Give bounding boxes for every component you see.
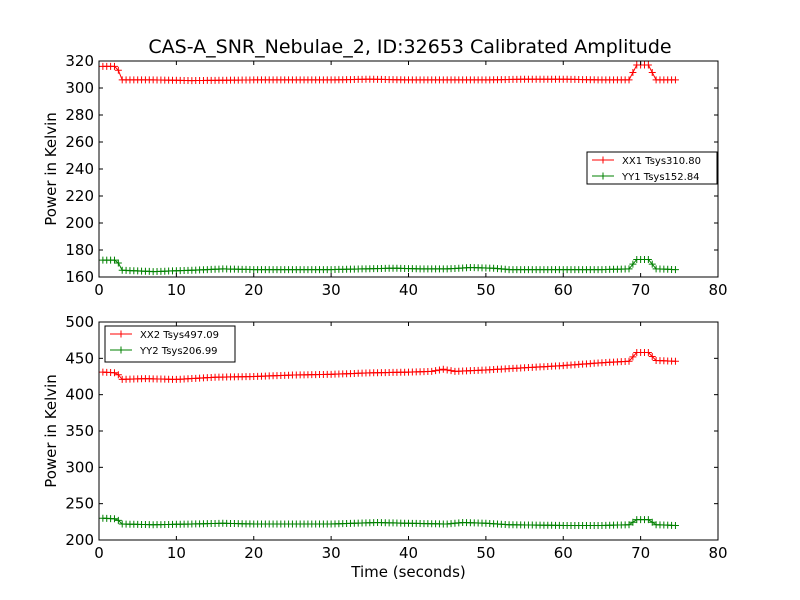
- x-tick-label: 70: [631, 544, 650, 562]
- chart-title: CAS-A_SNR_Nebulae_2, ID:32653 Calibrated…: [148, 36, 671, 58]
- data-point: [114, 371, 122, 379]
- data-point: [629, 518, 637, 526]
- data-point: [671, 266, 679, 274]
- legend-marker: [599, 156, 607, 164]
- x-tick-label: 20: [244, 544, 263, 562]
- x-tick-label: 30: [322, 281, 341, 299]
- data-point: [648, 260, 656, 268]
- x-tick-label: 50: [476, 281, 495, 299]
- data-point: [648, 353, 656, 361]
- x-tick-label: 60: [554, 544, 573, 562]
- y-tick-label: 450: [65, 349, 94, 367]
- legend-frame: [586, 151, 718, 185]
- top-plot: 0 10 20 30 40 50 60 70 80 160 180 200 220 240 260 280 30…: [42, 52, 728, 299]
- data-point: [114, 66, 122, 74]
- y-tick-label: 400: [65, 386, 94, 404]
- data-point: [110, 515, 118, 523]
- data-point: [110, 256, 118, 264]
- data-point: [644, 255, 652, 263]
- data-point: [644, 516, 652, 524]
- data-point: [644, 61, 652, 69]
- legend-entry: XX1 Tsys310.80: [622, 156, 701, 167]
- data-point: [110, 369, 118, 377]
- x-tick-label: 0: [94, 281, 104, 299]
- y-tick-label: 200: [65, 531, 94, 549]
- y-tick-label: 500: [65, 313, 94, 331]
- legend-marker: [599, 172, 607, 180]
- data-point: [439, 365, 447, 373]
- x-tick-label: 10: [167, 544, 186, 562]
- data-point: [428, 367, 436, 375]
- y-tick-label: 200: [65, 214, 94, 232]
- data-point: [648, 68, 656, 76]
- y-tick-label: 300: [65, 79, 94, 97]
- legend-entry: XX2 Tsys497.09: [140, 330, 219, 341]
- bottom-plot: 0 10 20 30 40 50 60 70 80 200 250 300 350 400 450 500 Po…: [42, 313, 728, 581]
- y-tick-label: 350: [65, 422, 94, 440]
- legend: XX2 Tsys497.09 YY2 Tsys206.99: [104, 325, 236, 363]
- x-tick-label: 30: [322, 544, 341, 562]
- legend: XX1 Tsys310.80 YY1 Tsys152.84: [586, 151, 718, 185]
- y-tick-label: 280: [65, 106, 94, 124]
- y-tick-label: 320: [65, 52, 94, 70]
- data-point: [648, 518, 656, 526]
- y-tick-label: 220: [65, 187, 94, 205]
- y-tick-label: 300: [65, 458, 94, 476]
- series-2: [99, 514, 679, 529]
- x-axis-label: Time (seconds): [350, 563, 466, 581]
- data-point: [114, 259, 122, 267]
- data-point: [671, 521, 679, 529]
- data-point: [671, 76, 679, 84]
- y-axis-label: Power in Kelvin: [42, 374, 60, 488]
- legend-entry: YY1 Tsys152.84: [621, 172, 700, 183]
- legend-marker: [117, 346, 125, 354]
- data-point: [443, 366, 451, 374]
- series-1: [99, 61, 679, 85]
- data-point: [432, 367, 440, 375]
- data-point: [114, 516, 122, 524]
- data-point: [625, 76, 633, 84]
- x-tick-label: 40: [399, 544, 418, 562]
- data-point: [629, 353, 637, 361]
- legend-frame: [104, 325, 236, 363]
- legend-entry: YY2 Tsys206.99: [139, 346, 218, 357]
- series-1: [99, 349, 679, 383]
- data-point: [625, 357, 633, 365]
- y-tick-label: 250: [65, 495, 94, 513]
- data-point: [435, 366, 443, 374]
- x-tick-label: 70: [631, 281, 650, 299]
- x-tick-label: 60: [554, 281, 573, 299]
- x-tick-label: 10: [167, 281, 186, 299]
- x-tick-label: 20: [244, 281, 263, 299]
- x-tick-label: 80: [708, 544, 727, 562]
- y-tick-label: 160: [65, 268, 94, 286]
- data-point: [447, 367, 455, 375]
- y-tick-label: 240: [65, 160, 94, 178]
- x-tick-label: 40: [399, 281, 418, 299]
- x-tick-label: 50: [476, 544, 495, 562]
- x-tick-label: 0: [94, 544, 104, 562]
- data-point: [644, 349, 652, 357]
- y-tick-label: 260: [65, 133, 94, 151]
- data-point: [110, 62, 118, 70]
- legend-marker: [117, 330, 125, 338]
- y-tick-label: 180: [65, 241, 94, 259]
- data-point: [629, 68, 637, 76]
- series-2: [99, 255, 679, 276]
- data-point: [629, 260, 637, 268]
- data-point: [625, 265, 633, 273]
- data-point: [671, 357, 679, 365]
- y-axis-label: Power in Kelvin: [42, 112, 60, 226]
- x-tick-label: 80: [708, 281, 727, 299]
- data-point: [625, 521, 633, 529]
